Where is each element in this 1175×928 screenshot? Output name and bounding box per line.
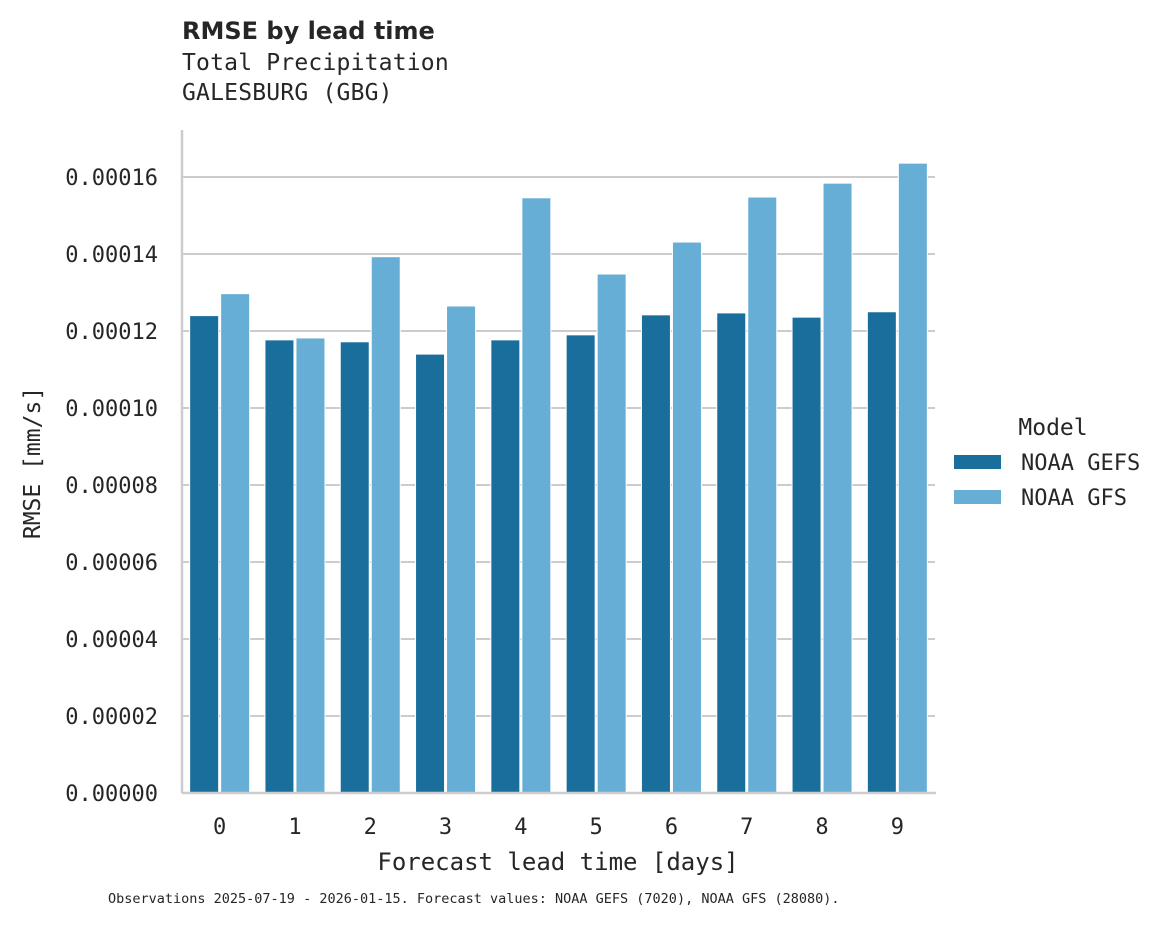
y-tick-label: 0.00004 bbox=[65, 628, 158, 653]
legend-swatch bbox=[954, 455, 1001, 469]
y-tick-label: 0.00002 bbox=[65, 705, 158, 730]
y-tick-label: 0.00016 bbox=[65, 166, 158, 191]
y-tick-label: 0.00012 bbox=[65, 320, 158, 345]
bars bbox=[189, 162, 928, 794]
y-tick-label: 0.00000 bbox=[65, 782, 158, 807]
bar-noaa-gfs-day-2 bbox=[370, 256, 401, 794]
bar-noaa-gefs-day-0 bbox=[189, 315, 220, 794]
bar-noaa-gefs-day-2 bbox=[339, 341, 370, 794]
axes bbox=[180, 130, 936, 795]
bar-noaa-gefs-day-3 bbox=[415, 353, 446, 794]
y-tick-labels: 0.00000 0.00002 0.00004 0.00006 0.00008 0.000… bbox=[65, 166, 158, 807]
x-tick-label: 1 bbox=[288, 815, 301, 840]
x-tick-label: 3 bbox=[439, 815, 452, 840]
legend-label: NOAA GFS bbox=[1021, 486, 1127, 511]
bar-noaa-gfs-day-4 bbox=[521, 197, 552, 794]
gridlines bbox=[182, 176, 935, 717]
bar-noaa-gfs-day-0 bbox=[220, 293, 251, 794]
x-tick-label: 2 bbox=[364, 815, 377, 840]
x-tick-label: 0 bbox=[213, 815, 226, 840]
legend: Model NOAA GEFS NOAA GFS bbox=[954, 415, 1140, 511]
x-tick-label: 8 bbox=[815, 815, 828, 840]
bar-noaa-gefs-day-8 bbox=[791, 316, 822, 794]
x-tick-label: 9 bbox=[891, 815, 904, 840]
x-tick-label: 5 bbox=[590, 815, 603, 840]
bar-noaa-gefs-day-5 bbox=[565, 334, 596, 794]
footnote: Observations 2025-07-19 - 2026-01-15. Fo… bbox=[108, 891, 840, 907]
bar-noaa-gfs-day-7 bbox=[747, 196, 778, 794]
bar-noaa-gfs-day-3 bbox=[446, 305, 477, 794]
x-axis-label: Forecast lead time [days] bbox=[377, 848, 738, 876]
bar-noaa-gefs-day-4 bbox=[490, 339, 521, 794]
chart-subtitle-variable: Total Precipitation bbox=[182, 50, 449, 76]
bar-noaa-gefs-day-9 bbox=[866, 311, 897, 794]
bar-noaa-gefs-day-7 bbox=[716, 312, 747, 794]
chart-subtitle-station: GALESBURG (GBG) bbox=[182, 80, 393, 106]
x-tick-labels: 0 1 2 3 4 5 6 7 8 9 bbox=[213, 815, 904, 840]
y-tick-label: 0.00006 bbox=[65, 551, 158, 576]
legend-title: Model bbox=[1018, 415, 1087, 441]
x-tick-label: 4 bbox=[514, 815, 527, 840]
legend-swatch bbox=[954, 490, 1001, 504]
chart-title: RMSE by lead time bbox=[182, 17, 435, 45]
bar-noaa-gefs-day-1 bbox=[264, 339, 295, 794]
legend-label: NOAA GEFS bbox=[1021, 451, 1140, 476]
bar-noaa-gfs-day-1 bbox=[295, 337, 326, 794]
x-tick-label: 6 bbox=[665, 815, 678, 840]
bar-noaa-gefs-day-6 bbox=[640, 314, 671, 794]
y-tick-label: 0.00008 bbox=[65, 474, 158, 499]
y-axis-label: RMSE [mm/s] bbox=[20, 387, 46, 539]
bar-noaa-gfs-day-5 bbox=[596, 273, 627, 794]
x-tick-label: 7 bbox=[740, 815, 753, 840]
y-tick-label: 0.00014 bbox=[65, 243, 158, 268]
bar-noaa-gfs-day-8 bbox=[822, 182, 853, 794]
bar-noaa-gfs-day-6 bbox=[671, 241, 702, 794]
bar-noaa-gfs-day-9 bbox=[897, 162, 928, 794]
y-tick-label: 0.00010 bbox=[65, 397, 158, 422]
